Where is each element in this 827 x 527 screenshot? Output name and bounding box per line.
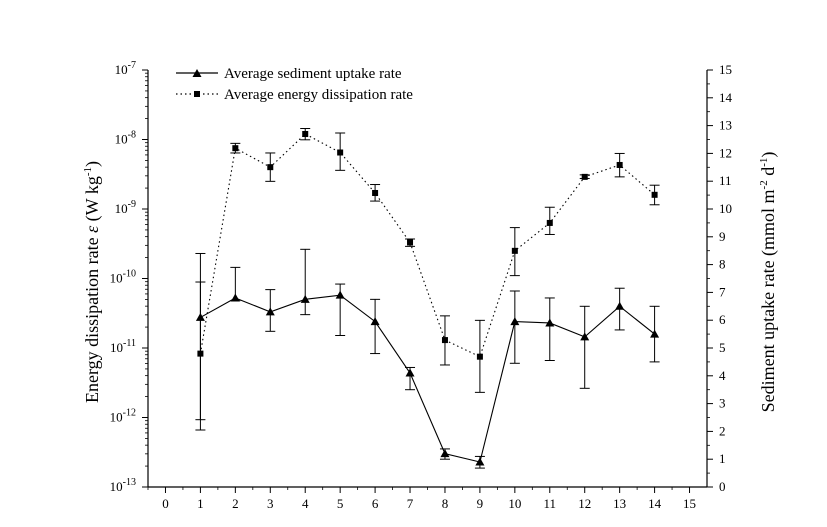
- x-tick-label: 6: [372, 496, 379, 511]
- right-tick-label: 1: [719, 451, 726, 466]
- right-tick-label: 3: [719, 396, 726, 411]
- right-tick-label: 11: [719, 173, 732, 188]
- right-tick-label: 6: [719, 312, 726, 327]
- x-tick-label: 15: [683, 496, 696, 511]
- right-tick-label: 7: [719, 284, 726, 299]
- data-point-sediment: [335, 290, 345, 299]
- legend-triangle-marker: [192, 69, 202, 77]
- right-tick-label: 13: [719, 118, 732, 133]
- legend-square-marker: [194, 91, 200, 97]
- x-tick-label: 4: [302, 496, 309, 511]
- data-point-energy: [476, 353, 483, 360]
- right-tick-label: 15: [719, 62, 732, 77]
- data-point-sediment: [475, 457, 485, 466]
- x-tick-label: 2: [232, 496, 239, 511]
- x-tick-label: 3: [267, 496, 274, 511]
- x-tick-label: 13: [613, 496, 626, 511]
- data-point-sediment: [510, 317, 520, 326]
- series-sediment: [195, 248, 660, 469]
- data-point-sediment: [405, 368, 415, 377]
- right-tick-label: 0: [719, 479, 726, 494]
- x-tick-label: 8: [442, 496, 449, 511]
- data-point-energy: [546, 219, 553, 226]
- data-point-sediment: [230, 293, 240, 302]
- x-tick-label: 14: [648, 496, 662, 511]
- x-axis: 0 1 2 3 4 5 6 7 8 9 10 11 12 13 14 15: [147, 487, 696, 511]
- left-tick-label: 10-12: [110, 408, 136, 425]
- data-point-energy: [407, 239, 414, 246]
- left-tick-label: 10-7: [115, 60, 136, 77]
- left-tick-label: 10-8: [115, 130, 136, 147]
- legend-item-energy: Average energy dissipation rate: [176, 87, 413, 103]
- data-point-energy: [441, 337, 448, 344]
- right-tick-label: 2: [719, 423, 726, 438]
- data-point-energy: [337, 149, 344, 156]
- x-tick-label: 1: [197, 496, 204, 511]
- data-point-energy: [232, 145, 239, 152]
- series-line-energy: [199, 133, 655, 358]
- left-tick-label: 10-10: [110, 269, 136, 286]
- right-tick-label: 8: [719, 257, 726, 272]
- x-tick-label: 10: [508, 496, 521, 511]
- left-axis-title: Energy dissipation rate ε (W kg-1): [82, 161, 103, 403]
- left-tick-label: 10-9: [115, 199, 136, 216]
- x-tick-label: 5: [337, 496, 344, 511]
- series-line-sediment: [200, 294, 655, 463]
- x-tick-label: 0: [162, 496, 169, 511]
- data-point-sediment: [580, 332, 590, 341]
- series-layer: [195, 127, 660, 469]
- data-point-energy: [267, 164, 274, 171]
- x-tick-label: 7: [407, 496, 414, 511]
- right-tick-label: 5: [719, 340, 726, 355]
- right-tick-label: 14: [719, 90, 733, 105]
- x-tick-label: 12: [578, 496, 591, 511]
- plot-frame: [147, 70, 708, 488]
- x-tick-label: 11: [544, 496, 557, 511]
- data-point-sediment: [300, 294, 310, 303]
- x-tick-label: 9: [477, 496, 484, 511]
- data-point-energy: [616, 161, 623, 168]
- data-point-sediment: [370, 317, 380, 326]
- right-tick-label: 4: [719, 368, 726, 383]
- legend-label-sediment: Average sediment uptake rate: [224, 66, 402, 82]
- legend-label-energy: Average energy dissipation rate: [224, 87, 413, 103]
- right-tick-label: 9: [719, 229, 726, 244]
- legend-item-sediment: Average sediment uptake rate: [176, 66, 402, 82]
- data-point-sediment: [545, 318, 555, 327]
- right-axis-title: Sediment uptake rate (mmol m-2 d-1): [758, 152, 779, 413]
- data-point-energy: [511, 247, 518, 254]
- data-point-sediment: [650, 329, 660, 338]
- legend: Average sediment uptake rate Average ene…: [176, 66, 413, 103]
- series-energy: [195, 127, 660, 421]
- right-tick-label: 10: [719, 201, 732, 216]
- right-tick-label: 12: [719, 145, 732, 160]
- data-point-sediment: [615, 301, 625, 310]
- data-point-sediment: [440, 449, 450, 458]
- left-y-axis: 10-13 10-12 10-11 10-10 10-9 10-8 10-7: [110, 60, 148, 494]
- left-tick-label: 10-11: [110, 338, 136, 355]
- data-point-energy: [197, 350, 204, 357]
- left-tick-label: 10-13: [110, 477, 136, 494]
- data-point-energy: [372, 189, 379, 196]
- data-point-energy: [581, 173, 588, 180]
- data-point-energy: [302, 130, 309, 137]
- data-point-energy: [651, 191, 658, 198]
- data-point-sediment: [265, 307, 275, 316]
